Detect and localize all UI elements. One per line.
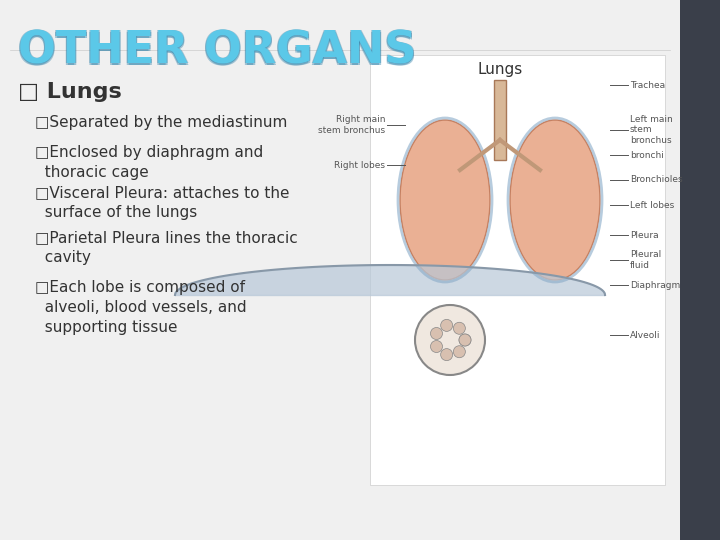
Text: □Enclosed by diaphragm and
  thoracic cage: □Enclosed by diaphragm and thoracic cage [35,145,264,180]
Text: Right main
stem bronchus: Right main stem bronchus [318,116,385,134]
Circle shape [431,327,443,340]
FancyBboxPatch shape [680,0,720,540]
Ellipse shape [400,120,490,280]
Text: Trachea: Trachea [630,80,665,90]
Circle shape [454,346,465,357]
Text: Bronchioles: Bronchioles [630,176,683,185]
Circle shape [431,341,443,353]
Text: □Visceral Pleura: attaches to the
  surface of the lungs: □Visceral Pleura: attaches to the surfac… [35,185,289,220]
Text: OTHER ORGANS: OTHER ORGANS [17,29,415,72]
Text: Left lobes: Left lobes [630,200,674,210]
Text: OTHER ORGANS: OTHER ORGANS [18,30,416,73]
Circle shape [415,305,485,375]
Text: OTHER ORGANS: OTHER ORGANS [17,31,415,74]
Text: Left main
stem
bronchus: Left main stem bronchus [630,115,672,145]
Text: Right lobes: Right lobes [334,160,385,170]
Text: □ Lungs: □ Lungs [18,82,122,102]
Text: □Separated by the mediastinum: □Separated by the mediastinum [35,115,287,130]
Text: OTHER ORGANS: OTHER ORGANS [19,31,418,74]
Text: □Parietal Pleura lines the thoracic
  cavity: □Parietal Pleura lines the thoracic cavi… [35,230,298,265]
Text: Pleura: Pleura [630,231,659,240]
Text: Lungs: Lungs [477,62,523,77]
Circle shape [459,334,471,346]
Text: OTHER ORGANS: OTHER ORGANS [19,29,418,72]
Text: Pleural
fluid: Pleural fluid [630,251,661,269]
Text: Diaphragm: Diaphragm [630,280,680,289]
Circle shape [459,334,471,346]
Circle shape [454,322,465,334]
Circle shape [441,319,453,332]
Circle shape [441,349,453,361]
FancyBboxPatch shape [370,55,665,485]
Text: bronchi: bronchi [630,151,664,159]
Text: Alveoli: Alveoli [630,330,660,340]
Text: □Each lobe is composed of
  alveoli, blood vessels, and
  supporting tissue: □Each lobe is composed of alveoli, blood… [35,280,247,335]
Ellipse shape [510,120,600,280]
Bar [494,80,506,160]
